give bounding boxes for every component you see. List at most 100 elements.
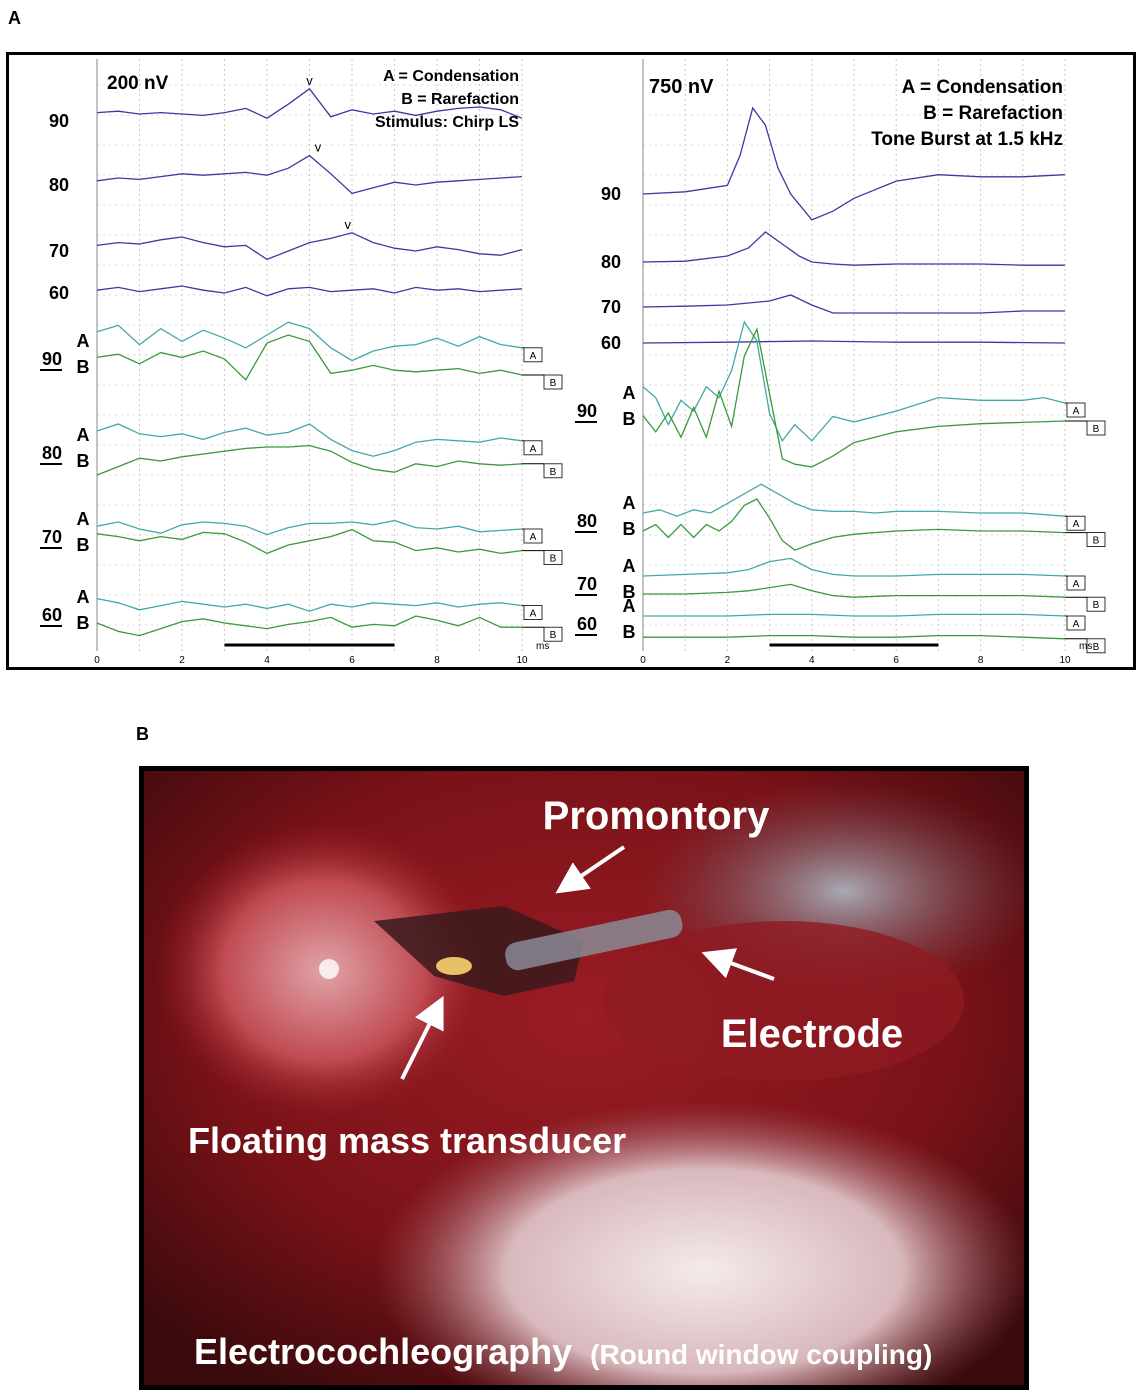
pair-level-label-60: 60 [577,614,597,634]
x-tick-label: 10 [516,655,528,666]
trace-end-letter: A [1073,579,1080,590]
x-tick-label: 4 [264,655,270,666]
x-tick-label: 2 [179,655,185,666]
pair-letter-a: A [623,556,636,576]
promontory-label: Promontory [543,794,770,838]
trace-end-letter: A [1073,406,1080,417]
trace-end-box [543,626,563,642]
pair-letter-b: B [623,519,636,539]
trace-end-box [543,463,563,479]
x-tick-label: 10 [1059,655,1071,666]
pair-level-label-70: 70 [42,527,62,547]
x-unit-label: ms [536,641,549,652]
trace-end-letter: A [1073,619,1080,630]
ecochg-charts: 0 2 4 6 8 10 ms 200 nV A = Condensation B = Raref… [40,59,1106,666]
trace-end-letter: A [530,609,537,620]
trace-b-60 [643,634,1066,640]
trace-end-letter: B [550,378,557,389]
pair-letter-a: A [77,509,90,529]
trace-end-letter: A [530,444,537,455]
trace-end-box [1086,532,1106,548]
pair-level-label-90: 90 [42,349,62,369]
trace-end-letter: A [1073,519,1080,530]
panel-a-letter: A [8,8,21,28]
trace-end-letter: A [530,532,537,543]
pair-letter-a: A [623,493,636,513]
level-label-90: 90 [601,184,621,204]
trace-b-70 [643,583,1066,598]
pair-letter-b: B [77,357,90,377]
white-mass [374,1101,1024,1385]
trace-b-80 [96,444,523,476]
annotation-line: B = Rarefaction [923,103,1063,124]
trace-end-box [523,347,543,363]
trace-a-80 [96,423,523,457]
pair-level-label-90: 90 [577,401,597,421]
peak-marker: v [315,140,322,155]
peak-marker: v [306,73,313,88]
transducer-highlight [436,957,472,975]
x-tick-label: 8 [978,655,984,666]
pair-letter-a: A [623,383,636,403]
trace-end-box [1086,420,1106,436]
trace-end-letter: B [1093,600,1100,611]
scale-label: 200 nV [107,73,169,94]
trace-a-60 [643,613,1066,617]
trace-b-90 [642,327,1066,468]
x-tick-label: 6 [349,655,355,666]
trace-b-60 [96,615,522,637]
fmt-arrow [400,995,444,1080]
pair-letter-b: B [623,622,636,642]
pair-level-label-60: 60 [42,605,62,625]
electrode-site [604,921,964,1081]
x-unit-label: ms [1079,641,1092,652]
trace-end-letter: B [1093,536,1100,547]
promontory-arrow [555,845,626,894]
trace-top-80 [96,154,523,195]
trace-end-box [523,528,543,544]
electrode-label: Electrode [721,1012,903,1056]
photo-title: Electrocochleography (Round window coupl… [194,1331,932,1372]
trace-top-70 [642,294,1065,314]
trace-a-80 [642,483,1066,517]
pair-letter-b: B [77,535,90,555]
trace-end-box [1066,515,1086,531]
trace-end-box [1066,402,1086,418]
x-tick-label: 4 [809,655,815,666]
x-tick-label: 2 [725,655,731,666]
level-label-70: 70 [49,241,69,261]
annotation-line: A = Condensation [902,77,1063,98]
trace-end-box [1066,575,1086,591]
trace-end-letter: B [550,467,557,478]
trace-end-box [1086,596,1106,612]
level-label-80: 80 [49,175,69,195]
trace-end-letter: B [1093,642,1100,653]
light-reflection [319,959,339,979]
x-tick-label: 8 [434,655,440,666]
trace-end-letter: B [550,554,557,565]
trace-top-60 [96,285,523,297]
annotation-line: Tone Burst at 1.5 kHz [871,129,1063,150]
pair-letter-a: A [77,331,90,351]
trace-end-letter: A [530,351,537,362]
level-label-60: 60 [49,283,69,303]
trace-top-60 [642,340,1066,344]
trace-end-box [523,605,543,620]
pair-letter-a: A [77,587,90,607]
annotation-line: A = Condensation [383,68,519,85]
trace-end-letter: B [1093,424,1100,435]
scale-label: 750 nV [649,76,714,98]
pair-letter-b: B [77,613,90,633]
trace-end-box [543,550,563,566]
trace-top-90 [642,106,1066,221]
pair-level-label-80: 80 [42,443,62,463]
level-label-80: 80 [601,252,621,272]
level-label-60: 60 [601,333,621,353]
photo-title-sub: (Round window coupling) [590,1339,932,1370]
trace-b-70 [96,528,523,555]
trace-a-60 [96,597,523,612]
pair-letter-b: B [77,451,90,471]
x-tick-label: 0 [94,655,100,666]
level-label-90: 90 [49,111,69,131]
pair-letter-a: A [623,596,636,616]
